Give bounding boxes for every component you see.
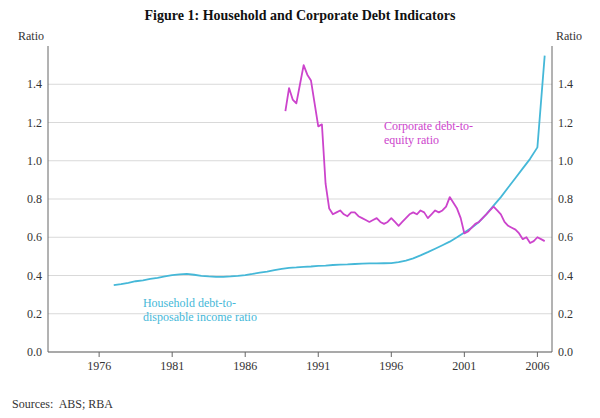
chart: 0.0 0.2 0.4 0.6 0.8 1.0 1.2 1.4 0.0 0.2 0.4 0.6 0.8 1… <box>0 0 600 418</box>
x-tick-label: 1986 <box>233 359 257 373</box>
annotation-line: disposable income ratio <box>143 310 257 324</box>
x-tick-label: 2001 <box>452 359 476 373</box>
x-tick-label: 1981 <box>160 359 184 373</box>
source: Sources: ABS; RBA <box>12 397 113 411</box>
series-group <box>114 56 545 286</box>
x-tick <box>318 352 319 357</box>
y-tick-label: 0.6 <box>27 230 42 244</box>
y-tick-label: 0.0 <box>27 345 42 359</box>
y2-tick-label: 0.6 <box>558 230 573 244</box>
y-axis-label: Ratio <box>18 29 44 43</box>
annotation: Corporate debt-to-equity ratio <box>384 119 473 147</box>
x-axis-line <box>48 352 552 353</box>
y2-tick-label: 1.4 <box>558 77 573 91</box>
y-tick-label: 0.4 <box>27 269 42 283</box>
y-tick-label: 0.8 <box>27 192 42 206</box>
y-tick-label: 1.2 <box>27 116 42 130</box>
series-line <box>285 65 544 243</box>
grid-line <box>48 122 552 123</box>
series-line <box>114 56 545 286</box>
grid-line <box>48 199 552 200</box>
annotation-line: Corporate debt-to- <box>384 119 473 133</box>
grid <box>48 84 552 352</box>
grid-line <box>48 237 552 238</box>
y-tick-label: 1.4 <box>27 77 42 91</box>
annotation-line: equity ratio <box>384 133 439 147</box>
grid-line <box>48 313 552 314</box>
x-tick-label: 1976 <box>87 359 111 373</box>
grid-line <box>48 352 552 353</box>
grid-line <box>48 275 552 276</box>
y-tick-label: 1.0 <box>27 154 42 168</box>
x-tick <box>464 352 465 357</box>
axes: 0.0 0.2 0.4 0.6 0.8 1.0 1.2 1.4 0.0 0.2 0.4 0.6 0.8 1… <box>27 46 573 373</box>
y2-axis-label: Ratio <box>556 29 582 43</box>
x-tick <box>245 352 246 357</box>
x-tick-label: 1991 <box>306 359 330 373</box>
y-axis-line <box>48 46 49 352</box>
x-tick-label: 1996 <box>379 359 403 373</box>
y2-axis-line <box>552 46 553 352</box>
annotations: Corporate debt-to-equity ratio Household … <box>143 119 473 324</box>
grid-line <box>48 160 552 161</box>
y2-tick-label: 1.2 <box>558 116 573 130</box>
y-tick-label: 0.2 <box>27 307 42 321</box>
y2-tick-label: 0.4 <box>558 269 573 283</box>
y2-tick-label: 0.0 <box>558 345 573 359</box>
x-tick <box>391 352 392 357</box>
annotation: Household debt-to-disposable income rati… <box>143 296 257 324</box>
x-tick <box>99 352 100 357</box>
y2-tick-label: 0.2 <box>558 307 573 321</box>
y2-tick-label: 1.0 <box>558 154 573 168</box>
annotation-line: Household debt-to- <box>143 296 236 310</box>
x-tick-label: 2006 <box>525 359 549 373</box>
y2-tick-label: 0.8 <box>558 192 573 206</box>
x-tick <box>537 352 538 357</box>
x-tick <box>172 352 173 357</box>
title: Figure 1: Household and Corporate Debt I… <box>145 8 456 23</box>
